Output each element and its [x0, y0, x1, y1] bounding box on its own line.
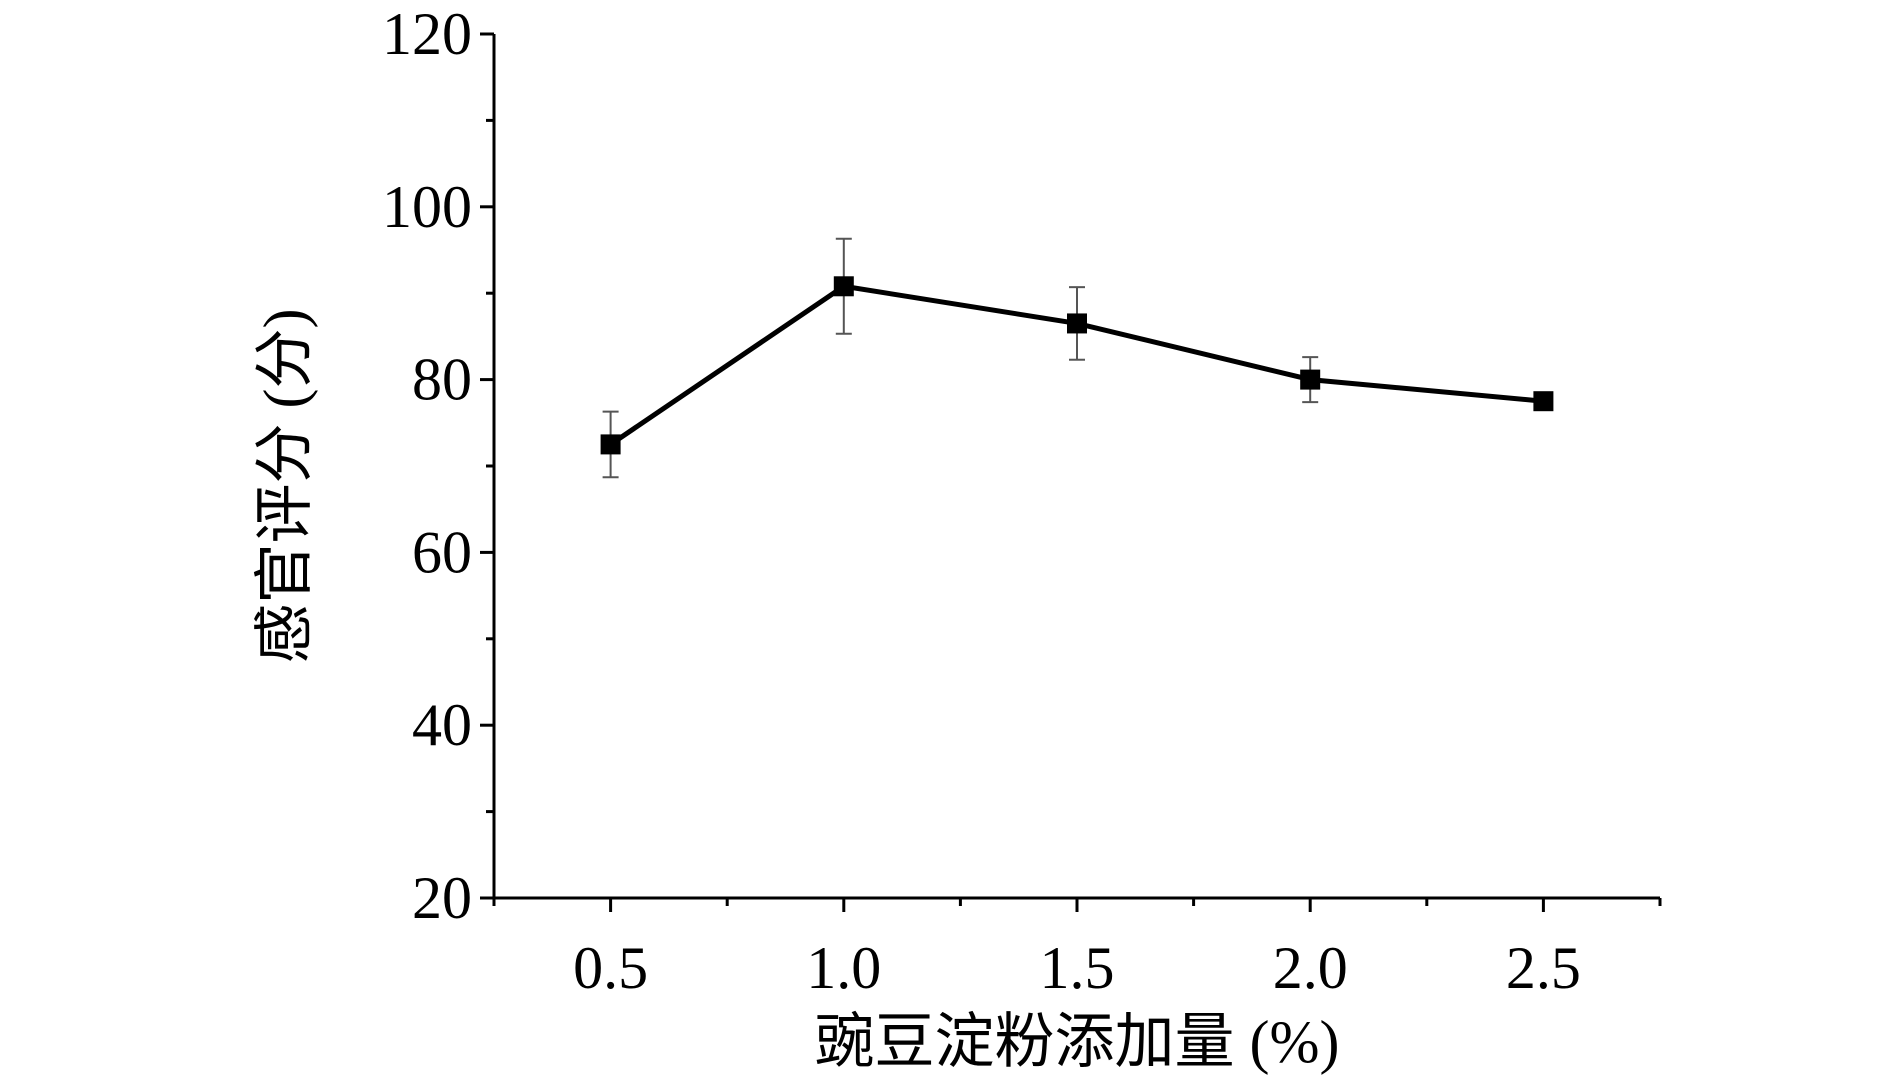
data-point-marker [1067, 313, 1087, 334]
axes [492, 34, 1660, 900]
ticks: 20 40 60 80 100 120 0.5 1.0 1.5 2.0 2.5 [382, 1, 1662, 1001]
y-tick-label: 80 [412, 347, 472, 413]
series [600, 237, 1554, 479]
x-tick-label: 2.5 [1506, 935, 1581, 1001]
y-tick-label: 100 [382, 174, 472, 240]
y-tick-label: 20 [412, 865, 472, 931]
x-axis-title: 豌豆淀粉添加量 (%) [815, 1009, 1340, 1075]
data-point-marker [1300, 369, 1321, 390]
data-point-marker [833, 276, 854, 297]
y-tick-label: 40 [412, 692, 472, 758]
x-tick-label: 1.0 [806, 935, 881, 1001]
y-axis-title: 感官评分 (分) [252, 309, 318, 664]
data-point-marker [1533, 391, 1554, 412]
x-tick-label: 1.5 [1040, 935, 1115, 1001]
y-tick-label: 60 [412, 519, 472, 585]
x-tick-label: 0.5 [573, 935, 648, 1001]
x-tick-label: 2.0 [1273, 935, 1348, 1001]
y-tick-label: 120 [382, 1, 472, 67]
data-point-marker [600, 434, 621, 455]
